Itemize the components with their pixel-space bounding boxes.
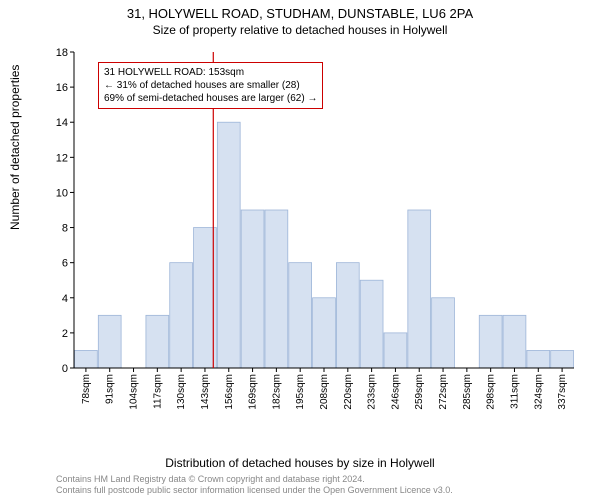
svg-text:4: 4: [62, 293, 68, 305]
svg-text:169sqm: 169sqm: [248, 374, 259, 410]
bar: [217, 122, 240, 368]
bar: [75, 350, 98, 368]
svg-text:259sqm: 259sqm: [414, 374, 425, 410]
bar: [146, 315, 169, 368]
svg-text:78sqm: 78sqm: [81, 374, 92, 404]
bar: [479, 315, 502, 368]
svg-text:117sqm: 117sqm: [152, 374, 163, 409]
bar: [432, 298, 455, 368]
bar: [503, 315, 526, 368]
bar: [170, 263, 193, 368]
footer-line2: Contains full postcode public sector inf…: [56, 485, 453, 496]
chart-container: 31, HOLYWELL ROAD, STUDHAM, DUNSTABLE, L…: [0, 0, 600, 500]
footer-line1: Contains HM Land Registry data © Crown c…: [56, 474, 453, 485]
svg-text:2: 2: [62, 328, 68, 340]
x-axis-label: Distribution of detached houses by size …: [0, 456, 600, 470]
bar: [408, 210, 431, 368]
bar: [551, 350, 574, 368]
bar: [527, 350, 550, 368]
svg-text:10: 10: [56, 187, 68, 199]
svg-text:18: 18: [56, 47, 68, 59]
annotation-box: 31 HOLYWELL ROAD: 153sqm ← 31% of detach…: [98, 62, 323, 109]
svg-text:337sqm: 337sqm: [557, 374, 568, 410]
chart-title-main: 31, HOLYWELL ROAD, STUDHAM, DUNSTABLE, L…: [0, 0, 600, 21]
bar: [241, 210, 264, 368]
svg-text:8: 8: [62, 223, 68, 235]
svg-text:143sqm: 143sqm: [200, 374, 211, 410]
annotation-line1: 31 HOLYWELL ROAD: 153sqm: [104, 66, 317, 79]
svg-text:195sqm: 195sqm: [295, 374, 306, 410]
svg-text:91sqm: 91sqm: [105, 374, 116, 404]
svg-text:233sqm: 233sqm: [367, 374, 378, 410]
bar: [336, 263, 359, 368]
svg-text:12: 12: [56, 152, 68, 164]
annotation-line3: 69% of semi-detached houses are larger (…: [104, 92, 317, 105]
svg-text:324sqm: 324sqm: [533, 374, 544, 410]
svg-text:311sqm: 311sqm: [509, 374, 520, 409]
bar: [360, 280, 383, 368]
bar: [289, 263, 312, 368]
svg-text:298sqm: 298sqm: [486, 374, 497, 410]
svg-text:285sqm: 285sqm: [462, 374, 473, 410]
svg-text:208sqm: 208sqm: [319, 374, 330, 410]
y-axis-label: Number of detached properties: [8, 65, 22, 230]
bar: [265, 210, 288, 368]
svg-text:6: 6: [62, 258, 68, 270]
bar: [313, 298, 336, 368]
svg-text:130sqm: 130sqm: [176, 374, 187, 410]
bar: [98, 315, 121, 368]
svg-text:104sqm: 104sqm: [129, 374, 140, 410]
svg-text:182sqm: 182sqm: [271, 374, 282, 410]
svg-text:272sqm: 272sqm: [438, 374, 449, 410]
svg-text:246sqm: 246sqm: [390, 374, 401, 410]
svg-text:220sqm: 220sqm: [343, 374, 354, 410]
chart-title-sub: Size of property relative to detached ho…: [0, 21, 600, 37]
bar: [384, 333, 407, 368]
annotation-line2: ← 31% of detached houses are smaller (28…: [104, 79, 317, 92]
svg-text:16: 16: [56, 82, 68, 94]
svg-text:0: 0: [62, 363, 68, 375]
footer-attribution: Contains HM Land Registry data © Crown c…: [56, 474, 453, 496]
svg-text:156sqm: 156sqm: [224, 374, 235, 410]
svg-text:14: 14: [56, 117, 68, 129]
